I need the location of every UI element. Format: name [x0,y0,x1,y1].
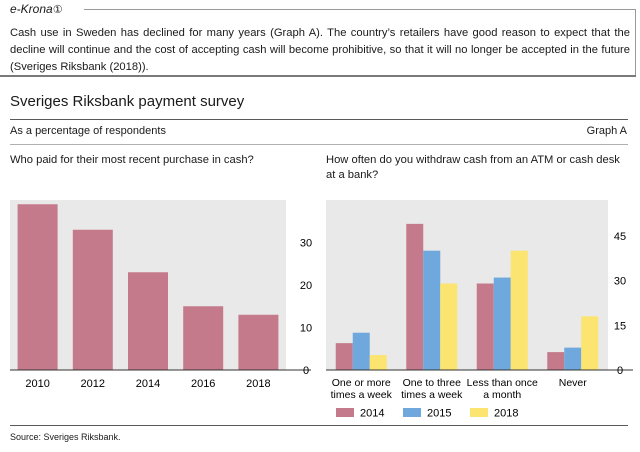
left-bar-2012 [72,229,113,370]
left-y-tick-label: 20 [300,280,312,292]
right-bar-2014 [547,352,565,370]
figure-rule-top [10,119,628,120]
left-x-tick-label: 2014 [136,378,160,390]
right-bar-2015 [352,332,370,370]
right-bar-2018 [440,283,458,370]
left-y-tick-label: 30 [300,238,312,250]
figure-source: Source: Sveriges Riksbank. [10,432,121,442]
left-bar-2016 [183,306,224,370]
legend-label-2018: 2018 [494,408,518,420]
graph-label: Graph A [586,125,627,137]
box-border-bottom [0,75,636,77]
figure-rule-header [10,144,628,145]
box-title-marker: ① [52,4,63,16]
right-x-tick-label: a month [483,389,521,401]
figure-subtitle: As a percentage of respondents [10,125,166,137]
legend-swatch-2014 [336,408,354,417]
panel-left-title: Who paid for their most recent purchase … [10,154,254,166]
legend-label-2015: 2015 [427,408,451,420]
right-bar-2014 [335,343,353,370]
box-border-top [84,9,636,10]
figure-title: Sveriges Riksbank payment survey [10,93,245,110]
box-border-right [635,9,636,75]
right-bar-2018 [581,316,599,370]
left-bar-2018 [238,314,279,370]
figure-rule-bottom [10,425,628,426]
box-title: e-Krona① [10,2,63,16]
right-bar-2015 [493,277,511,370]
legend-swatch-2018 [470,408,488,417]
right-x-tick-label: times a week [401,389,463,401]
right-bar-2018 [510,250,528,370]
right-y-tick-label: 45 [614,231,626,243]
right-y-tick-label: 30 [614,276,626,288]
left-x-tick-label: 2010 [25,378,49,390]
right-bar-2018 [369,355,387,370]
legend-label-2014: 2014 [360,408,384,420]
legend-swatch-2015 [403,408,421,417]
right-bar-2015 [423,250,441,370]
left-bar-2010 [17,204,58,370]
left-x-tick-label: 2012 [81,378,105,390]
right-plot-area [326,200,608,370]
right-x-tick-label: Never [559,377,588,389]
right-x-tick-label: One to three [403,377,462,389]
left-y-tick-label: 0 [303,365,309,377]
left-x-tick-label: 2018 [246,378,270,390]
right-bar-2014 [406,223,424,370]
left-y-tick-label: 10 [300,323,312,335]
right-x-tick-label: One or more [332,377,391,389]
left-x-tick-label: 2016 [191,378,215,390]
right-bar-2015 [564,347,582,370]
right-y-tick-label: 0 [617,365,623,377]
panel-right-title: How often do you withdraw cash from an A… [326,154,620,181]
right-y-tick-label: 15 [614,320,626,332]
right-bar-2014 [476,283,494,370]
right-x-tick-label: times a week [331,389,393,401]
right-x-tick-label: Less than once [467,377,538,389]
left-bar-2014 [128,272,168,370]
box-text: Cash use in Sweden has declined for many… [10,27,630,73]
